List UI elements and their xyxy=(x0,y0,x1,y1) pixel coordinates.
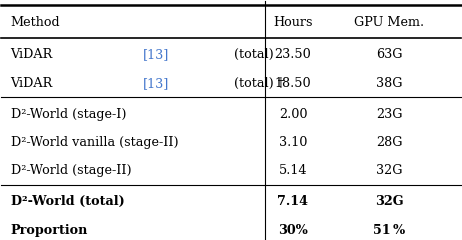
Text: D²-World (stage-I): D²-World (stage-I) xyxy=(11,108,126,120)
Text: (total) †: (total) † xyxy=(230,77,285,90)
Text: [13]: [13] xyxy=(142,77,169,90)
Text: 63G: 63G xyxy=(376,48,403,61)
Text: 28G: 28G xyxy=(376,136,403,149)
Text: 32G: 32G xyxy=(376,164,403,177)
Text: ViDAR: ViDAR xyxy=(11,77,57,90)
Text: 32G: 32G xyxy=(375,195,404,208)
Text: D²-World (stage-II): D²-World (stage-II) xyxy=(11,164,131,177)
Text: 3.10: 3.10 xyxy=(279,136,307,149)
Text: [13]: [13] xyxy=(142,48,169,61)
Text: Proportion: Proportion xyxy=(11,224,88,237)
Text: 23.50: 23.50 xyxy=(274,48,311,61)
Text: (total): (total) xyxy=(230,48,274,61)
Text: 51 %: 51 % xyxy=(373,224,406,237)
Text: Method: Method xyxy=(11,16,60,29)
Text: Hours: Hours xyxy=(273,16,313,29)
Text: 5.14: 5.14 xyxy=(279,164,307,177)
Text: D²-World (total): D²-World (total) xyxy=(11,195,124,208)
Text: ViDAR: ViDAR xyxy=(11,48,57,61)
Text: 38G: 38G xyxy=(376,77,403,90)
Text: GPU Mem.: GPU Mem. xyxy=(354,16,425,29)
Text: 18.50: 18.50 xyxy=(275,77,311,90)
Text: 7.14: 7.14 xyxy=(278,195,309,208)
Text: D²-World vanilla (stage-II): D²-World vanilla (stage-II) xyxy=(11,136,178,149)
Text: 30%: 30% xyxy=(278,224,308,237)
Text: 23G: 23G xyxy=(376,108,403,120)
Text: 2.00: 2.00 xyxy=(279,108,307,120)
